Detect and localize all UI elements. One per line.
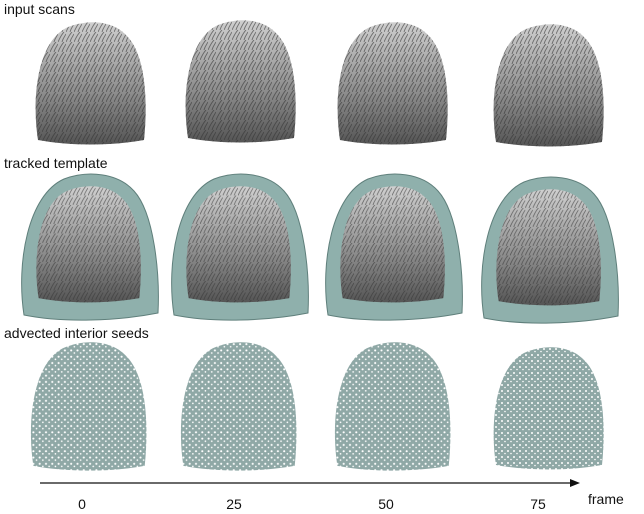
- template-row: [22, 174, 619, 323]
- tick-label: 0: [78, 496, 86, 512]
- row-label: tracked template: [4, 155, 108, 171]
- tick-label: 75: [530, 496, 546, 512]
- row-label: advected interior seeds: [4, 325, 149, 341]
- tick-label: 25: [226, 496, 242, 512]
- row-label: input scans: [4, 1, 75, 17]
- figure: input scans tracked template advected in…: [0, 0, 644, 514]
- axis-label: frame: [588, 491, 624, 507]
- frame-axis: 0 25 50 75 frame: [40, 479, 624, 512]
- seeds-row: [31, 342, 604, 470]
- scan-row: [36, 20, 604, 146]
- tick-label: 50: [378, 496, 394, 512]
